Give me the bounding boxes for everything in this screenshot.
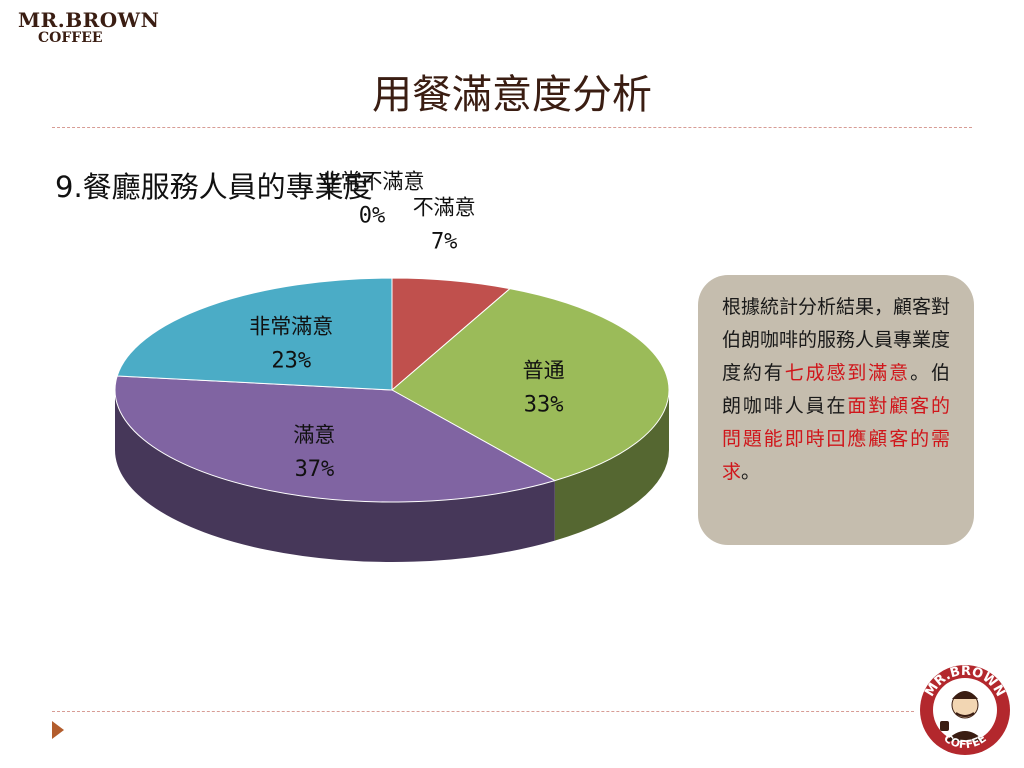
pie-sides	[115, 390, 669, 563]
pie-label-value-1: 7%	[431, 230, 458, 255]
brand-name: MR.BROWN	[18, 8, 160, 32]
info-text-3: 。	[741, 461, 761, 483]
info-highlight-2: 面對顧客的問題能即時回應顧客的需求	[722, 395, 950, 483]
pie-label-name-3: 滿意	[293, 423, 335, 447]
pie-label-value-2: 33%	[524, 393, 564, 418]
slide-title: 用餐滿意度分析	[372, 72, 652, 118]
pie-label-name-0: 非常不滿意	[320, 170, 425, 194]
info-box: 根據統計分析結果，顧客對伯朗咖啡的服務人員專業度度約有七成感到滿意。伯朗咖啡人員…	[698, 275, 974, 545]
pie-tops	[114, 277, 670, 503]
info-highlight-1: 七成感到滿意	[784, 362, 911, 384]
pie-labels: 非常不滿意 0% 不滿意 7% 普通 33% 滿意 37% 非常滿意 23%	[249, 170, 564, 482]
pie-label-value-4: 23%	[271, 349, 311, 374]
pie-label-value-3: 37%	[295, 457, 335, 482]
arrow-icon	[52, 721, 64, 739]
pie-side-2	[554, 390, 669, 541]
info-text-1: 根據統計分析結果，顧客對伯朗咖啡的服務人員專業度度約有	[722, 296, 951, 384]
pie-label-name-1: 不滿意	[413, 196, 476, 220]
divider-bottom	[52, 711, 914, 712]
pie-slice-1	[391, 277, 512, 392]
pie-side-3	[115, 390, 555, 563]
divider-top	[52, 127, 972, 128]
brand-sub: COFFEE	[38, 30, 103, 46]
brand-logo-badge: MR.BROWN COFFEE	[920, 664, 1010, 755]
pie-label-value-0: 0%	[359, 204, 386, 229]
pie-label-name-2: 普通	[523, 359, 565, 383]
info-text-2: 。伯朗咖啡人員在	[722, 362, 950, 417]
chart-title: 9.餐廳服務人員的專業度	[55, 170, 373, 204]
pie-slice-4	[116, 277, 393, 391]
pie-slice-2	[391, 288, 670, 482]
pie-label-name-4: 非常滿意	[249, 315, 333, 339]
svg-text:COFFEE: COFFEE	[941, 732, 988, 751]
pie-slice-3	[114, 375, 557, 503]
brand-logo-top: MR.BROWN COFFEE	[18, 8, 159, 46]
